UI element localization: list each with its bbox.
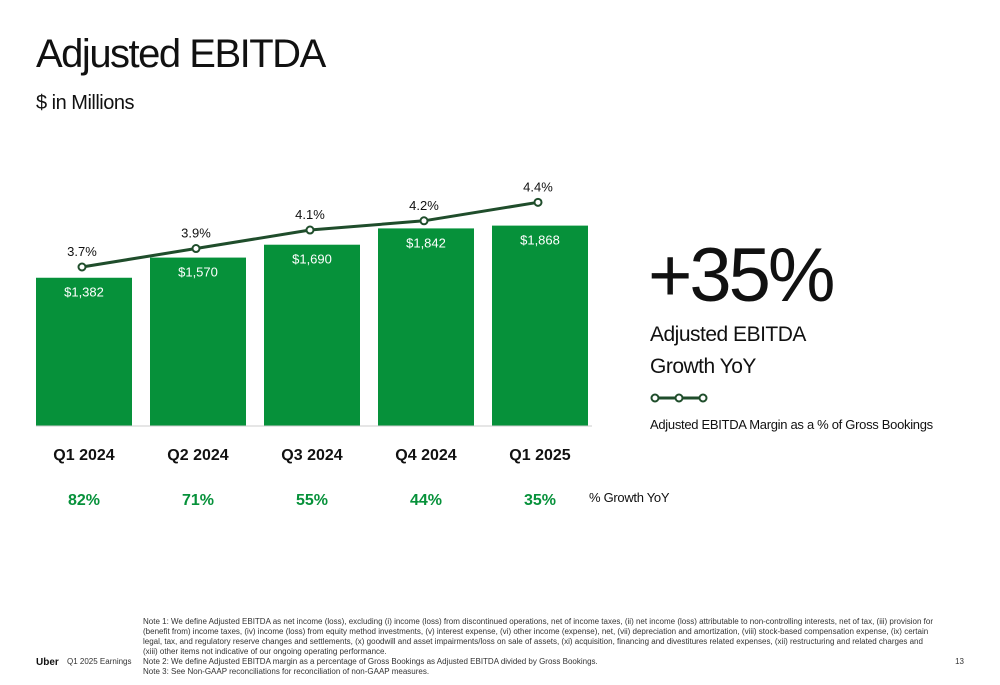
bar-value-label-5: $1,868 [520, 233, 560, 248]
margin-line-legend-icon [650, 393, 708, 403]
margin-point-4 [419, 216, 429, 226]
bar-value-label-2: $1,570 [178, 265, 218, 280]
page-title: Adjusted EBITDA [36, 32, 326, 76]
footnote-3: Note 3: See Non-GAAP reconciliations for… [143, 667, 430, 676]
growth-highlight-label-line1: Adjusted EBITDA [650, 323, 806, 346]
margin-point-5 [533, 197, 543, 207]
page-number: 13 [955, 657, 964, 666]
uber-logo: Uber [36, 657, 59, 668]
category-label-1: Q1 2024 [53, 447, 114, 464]
growth-row-label: % Growth YoY [589, 490, 670, 505]
growth-value-4: 44% [410, 492, 442, 509]
margin-label-2: 3.9% [181, 226, 211, 241]
category-label-4: Q4 2024 [395, 447, 456, 464]
footnote-2: Note 2: We define Adjusted EBITDA margin… [143, 657, 598, 666]
margin-label-3: 4.1% [295, 207, 325, 222]
growth-value-3: 55% [296, 492, 328, 509]
growth-highlight-value: +35% [648, 233, 835, 318]
bar-value-label-4: $1,842 [406, 235, 446, 250]
margin-label-5: 4.4% [523, 179, 553, 194]
margin-point-2 [191, 244, 201, 254]
category-label-5: Q1 2025 [509, 447, 570, 464]
footer-document-name: Q1 2025 Earnings [67, 657, 132, 666]
growth-highlight-label-line2: Growth YoY [650, 355, 756, 378]
growth-value-2: 71% [182, 492, 214, 509]
bar-value-label-3: $1,690 [292, 252, 332, 267]
ebitda-chart: $1,382 Q1 2024 82% $1,570 Q2 2024 71% $1,690 Q3… [36, 179, 592, 509]
margin-label-1: 3.7% [67, 244, 97, 259]
category-label-3: Q3 2024 [281, 447, 342, 464]
margin-label-4: 4.2% [409, 198, 439, 213]
bar-value-label-1: $1,382 [64, 285, 104, 300]
footnotes: Note 1: We define Adjusted EBITDA as net… [143, 617, 933, 677]
growth-value-1: 82% [68, 492, 100, 509]
category-label-2: Q2 2024 [167, 447, 228, 464]
growth-value-5: 35% [524, 492, 556, 509]
footnote-1: Note 1: We define Adjusted EBITDA as net… [143, 617, 933, 656]
bar-4 [378, 228, 474, 426]
bar-2 [150, 257, 246, 426]
bar-3 [264, 244, 360, 426]
bar-1 [36, 277, 132, 426]
margin-line-legend-label: Adjusted EBITDA Margin as a % of Gross B… [650, 417, 933, 432]
page-subtitle: $ in Millions [36, 92, 134, 114]
margin-point-1 [77, 262, 87, 272]
bar-5 [492, 225, 588, 426]
margin-point-3 [305, 225, 315, 235]
